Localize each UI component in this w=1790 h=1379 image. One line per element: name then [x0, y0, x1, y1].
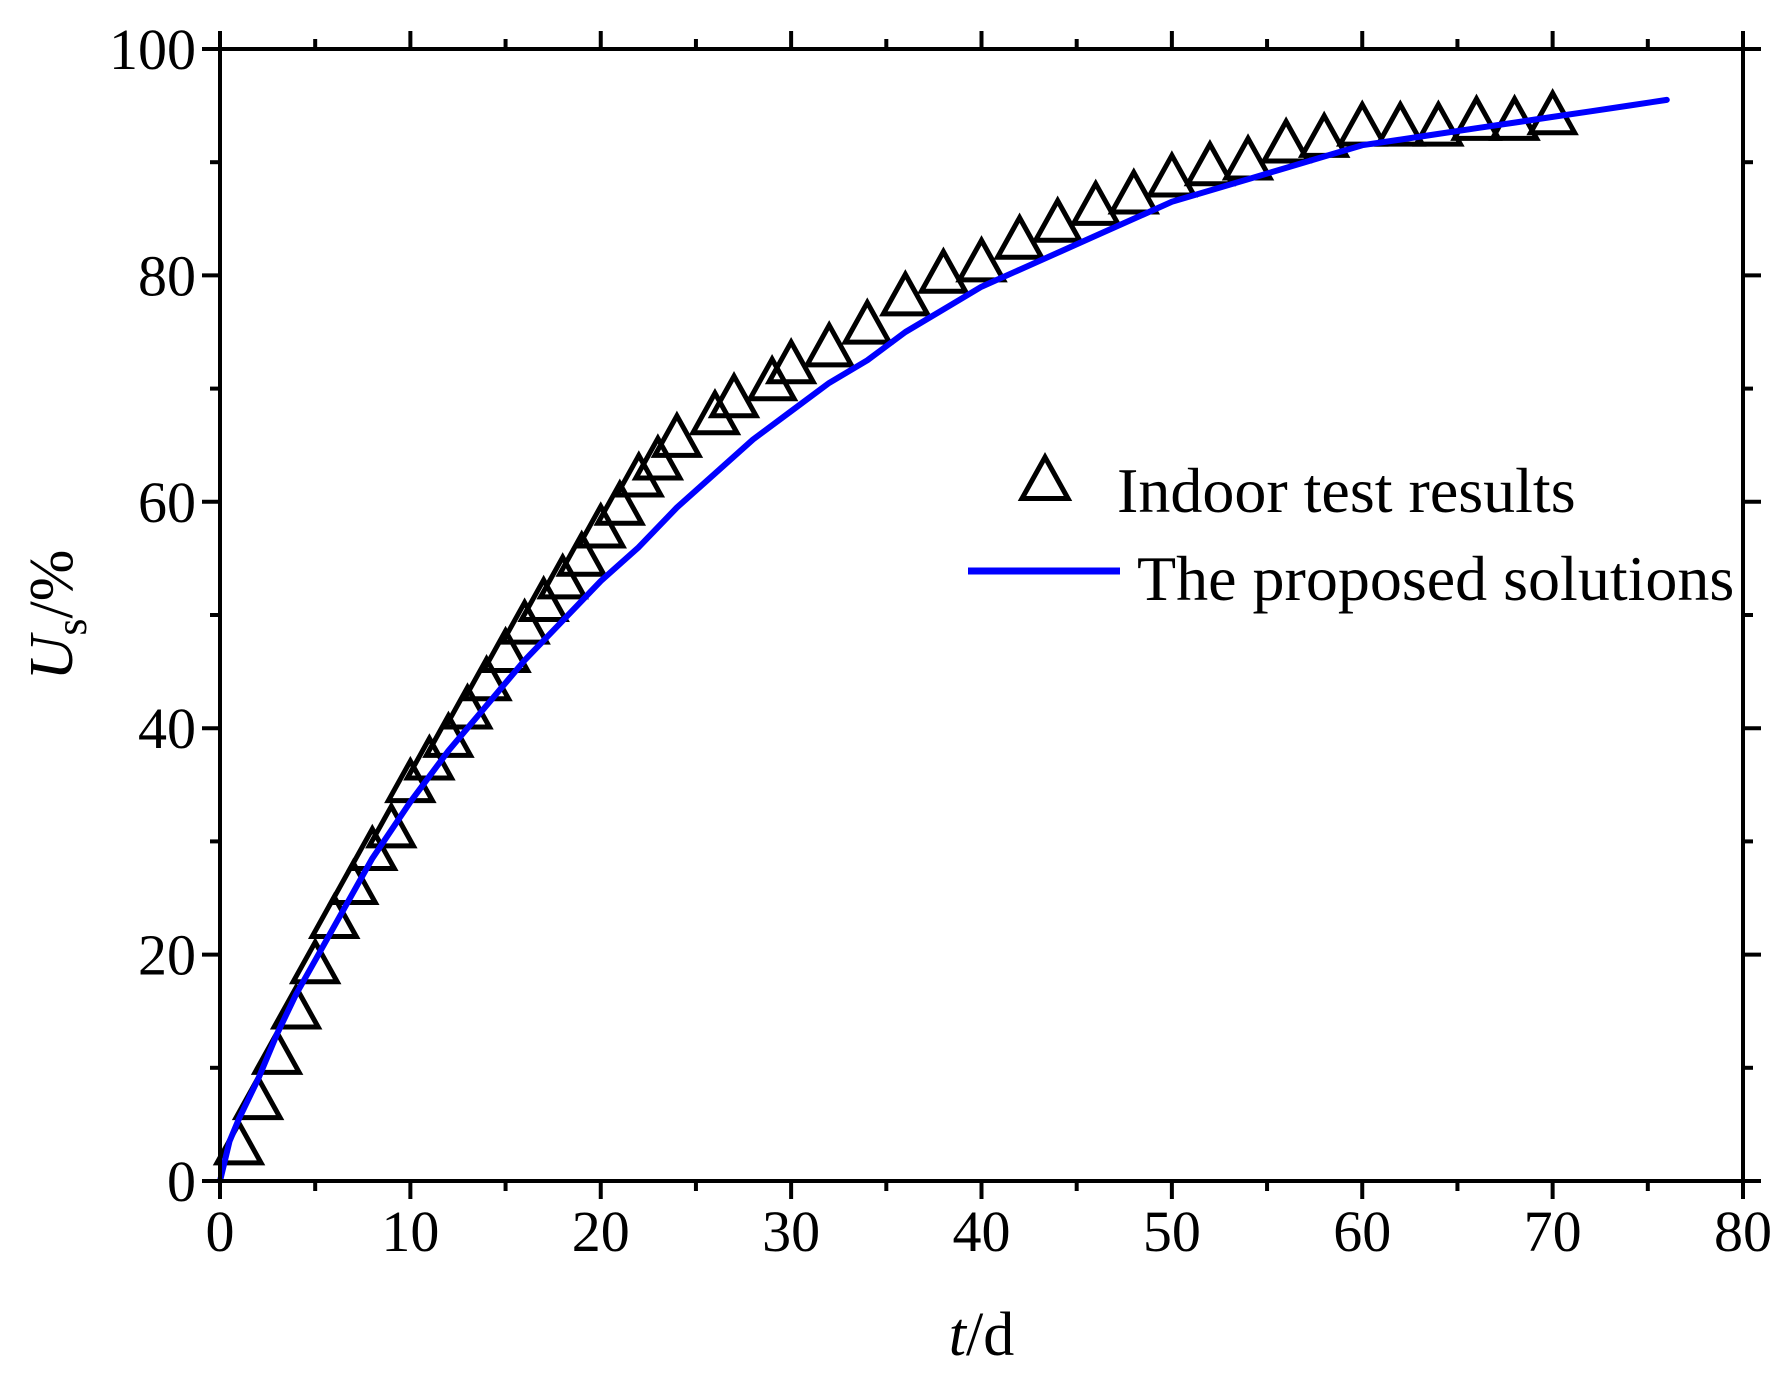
data-point-triangle — [745, 354, 799, 402]
x-axis-title: t/d — [949, 1301, 1014, 1369]
data-point-triangle — [1412, 99, 1465, 147]
y-tick-label: 80 — [138, 243, 196, 308]
data-point-triangle — [460, 654, 513, 702]
plot-frame — [218, 47, 1745, 1183]
y-axis-title-subscript: s — [47, 618, 96, 635]
x-tick-label: 40 — [953, 1199, 1011, 1264]
x-tick-label: 50 — [1143, 1199, 1201, 1264]
data-point-triangle — [650, 410, 704, 458]
y-tick-label: 0 — [167, 1149, 196, 1214]
data-point-triangle — [955, 235, 1008, 283]
data-point-triangle — [536, 552, 589, 600]
data-point-triangle — [1069, 178, 1122, 226]
data-point-triangle — [764, 337, 818, 385]
series-markers-indoor-test — [212, 88, 1579, 1166]
x-axis-title-unit: /d — [966, 1301, 1014, 1369]
x-tick-label: 80 — [1714, 1199, 1772, 1264]
x-axis-title-italic: t — [949, 1301, 968, 1369]
data-point-triangle — [879, 269, 932, 317]
y-tick-label: 40 — [138, 696, 196, 761]
data-point-triangle — [307, 891, 361, 939]
y-tick-label: 20 — [138, 923, 196, 988]
data-point-triangle — [327, 857, 380, 906]
data-point-triangle — [288, 937, 342, 985]
data-point-triangle — [517, 574, 570, 623]
data-point-triangle — [707, 371, 761, 419]
data-point-triangle — [498, 597, 551, 645]
series-line-proposed-solutions — [217, 96, 1670, 1184]
data-point-triangle — [1336, 99, 1389, 147]
y-axis-title: Us/% — [18, 550, 96, 681]
data-point-triangle — [574, 501, 627, 549]
data-point-triangle — [479, 625, 532, 673]
data-point-triangle — [555, 529, 608, 577]
data-point-triangle — [612, 450, 666, 498]
data-point-triangle — [917, 246, 970, 294]
data-point-triangle — [1031, 195, 1084, 243]
x-tick-label: 70 — [1524, 1199, 1582, 1264]
data-point-triangle — [269, 982, 323, 1030]
data-point-triangle — [1259, 116, 1313, 164]
x-tick-label: 0 — [206, 1199, 235, 1264]
y-axis-title-unit: /% — [18, 550, 86, 619]
data-point-triangle — [593, 478, 647, 526]
legend-marker-triangle — [1017, 452, 1073, 502]
plot-area — [212, 88, 1670, 1184]
y-tick-label: 100 — [109, 17, 196, 82]
legend-label-indoor-test: Indoor test results — [1117, 455, 1576, 526]
data-point-triangle — [346, 823, 399, 872]
data-point-triangle — [631, 433, 685, 481]
data-point-triangle — [993, 212, 1046, 260]
data-point-triangle — [688, 387, 742, 436]
data-point-triangle — [802, 320, 856, 368]
x-tick-label: 20 — [572, 1199, 630, 1264]
x-tick-label: 30 — [762, 1199, 820, 1264]
data-point-triangle — [1183, 138, 1237, 187]
x-tick-label: 10 — [381, 1199, 439, 1264]
legend: Indoor test results The proposed solution… — [968, 452, 1734, 614]
data-point-triangle — [365, 801, 418, 849]
data-point-triangle — [1107, 167, 1161, 215]
x-tick-label: 60 — [1333, 1199, 1391, 1264]
y-axis-title-italic: U — [18, 631, 86, 680]
data-point-triangle — [1450, 93, 1503, 141]
axes: 0 10 20 30 40 50 60 70 80 0 20 40 60 80 100 t/d Us/% — [18, 17, 1772, 1369]
data-point-triangle — [1374, 99, 1427, 147]
data-point-triangle — [841, 297, 894, 345]
legend-label-proposed: The proposed solutions — [1137, 543, 1734, 614]
data-point-triangle — [1145, 150, 1199, 198]
y-tick-label: 60 — [138, 470, 196, 535]
